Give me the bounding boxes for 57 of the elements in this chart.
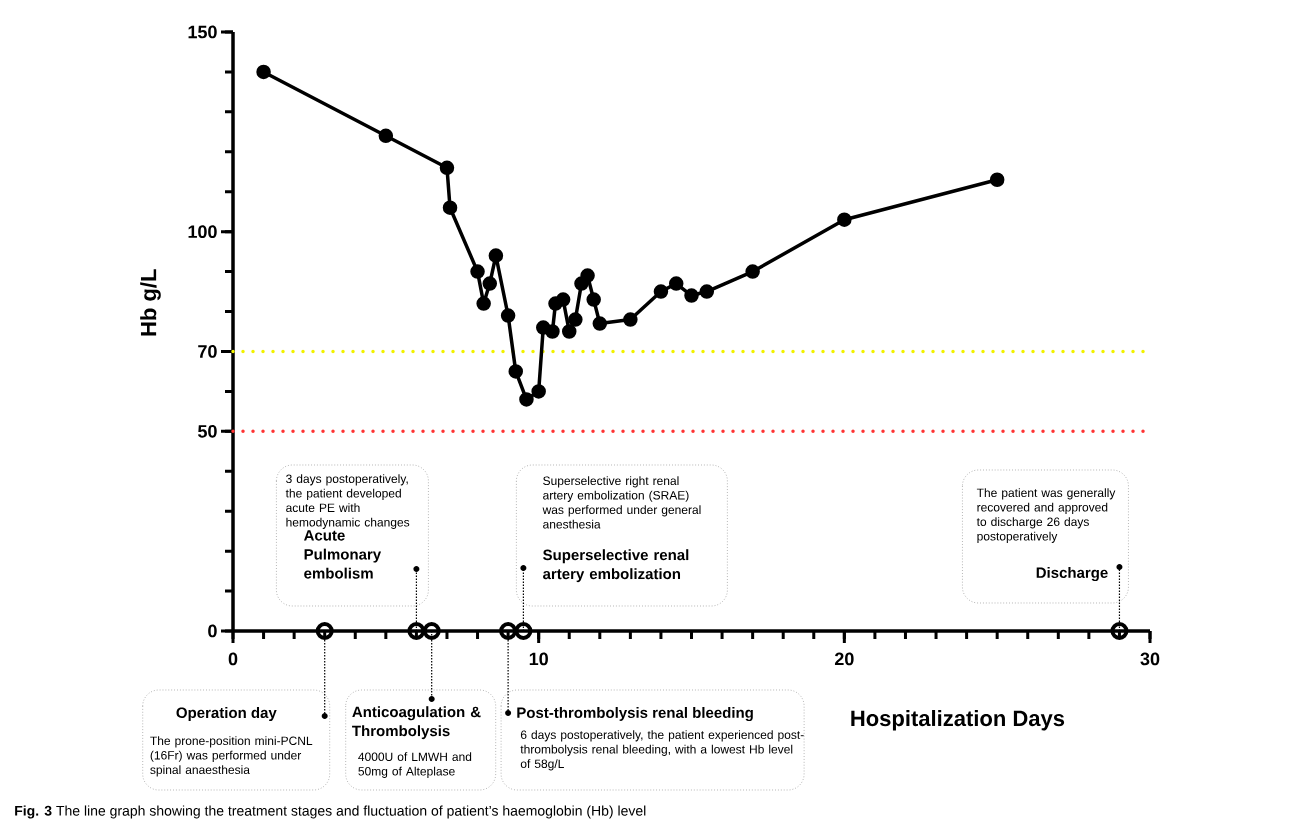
y-tick-label: 150 [188,25,217,39]
point [592,316,608,331]
annotation: Acute Pulmonary embolism [303,530,382,579]
point [488,248,504,263]
point [1110,622,1129,640]
point [580,268,595,283]
y-tick-label: 50 [198,424,217,438]
text: The prone-position mini-PCNL (16Fr) was performed under spinal anaesthesia [150,736,313,777]
text: Anticoagulation & Thrombolysis [352,706,481,740]
annotation: Superselective renal artery embolization [543,549,689,583]
point [623,312,638,327]
point [499,622,518,640]
point [378,128,394,144]
point [745,264,760,279]
text: Operation day [176,707,277,721]
point [508,364,523,379]
point [422,622,441,640]
point [500,308,516,323]
point [699,284,715,299]
point [684,288,699,303]
point [476,296,491,311]
point [514,622,533,640]
annotation: Discharge [1036,566,1108,582]
point [568,312,583,327]
y-axis-title: Hb g/L [140,269,161,336]
point [586,292,601,307]
point [531,384,546,399]
text: 4000U of LMWH and 50mg of Alteplase [358,752,472,778]
annotation: The patient was generally recovered and approved to discharge 26 days postoperatively [976,488,1116,543]
x-tick-label: 0 [228,652,238,666]
point [407,622,426,640]
x-tick-label: 10 [529,652,548,666]
x-tick-label: 30 [1140,652,1160,666]
point [545,324,560,339]
point [653,284,669,299]
point [668,276,684,291]
point [315,622,334,640]
point [470,264,485,279]
point [519,392,534,407]
point [561,324,577,339]
text: Post-thrombolysis renal bleeding [517,706,753,722]
text: Fig. 3 The line graph showing the treatment stages and fluctuation of patient’s haemoglobin (Hb) level [15,805,646,819]
annotation: Superselective right renal artery embolization (SRAE) was performed under general anesthesia [542,476,701,529]
point [442,200,458,215]
annotation: 3 days postoperatively, the patient developed acute PE with hemodynamic changes [285,474,410,529]
text: 6 days postoperatively, the patient experienced post-thrombolysis renal bleeding, with a lowest Hb level of 58g/L [520,730,804,771]
point [256,64,271,80]
x-tick-label: 20 [834,652,854,666]
point [482,276,498,291]
y-tick-label: 70 [198,345,217,358]
point [837,212,852,227]
point [555,292,571,307]
y-tick-label: 0 [208,624,217,638]
point [989,172,1005,187]
point [439,160,455,176]
x-axis-title: Hospitalization Days [851,709,1065,731]
y-tick-label: 100 [188,225,217,239]
